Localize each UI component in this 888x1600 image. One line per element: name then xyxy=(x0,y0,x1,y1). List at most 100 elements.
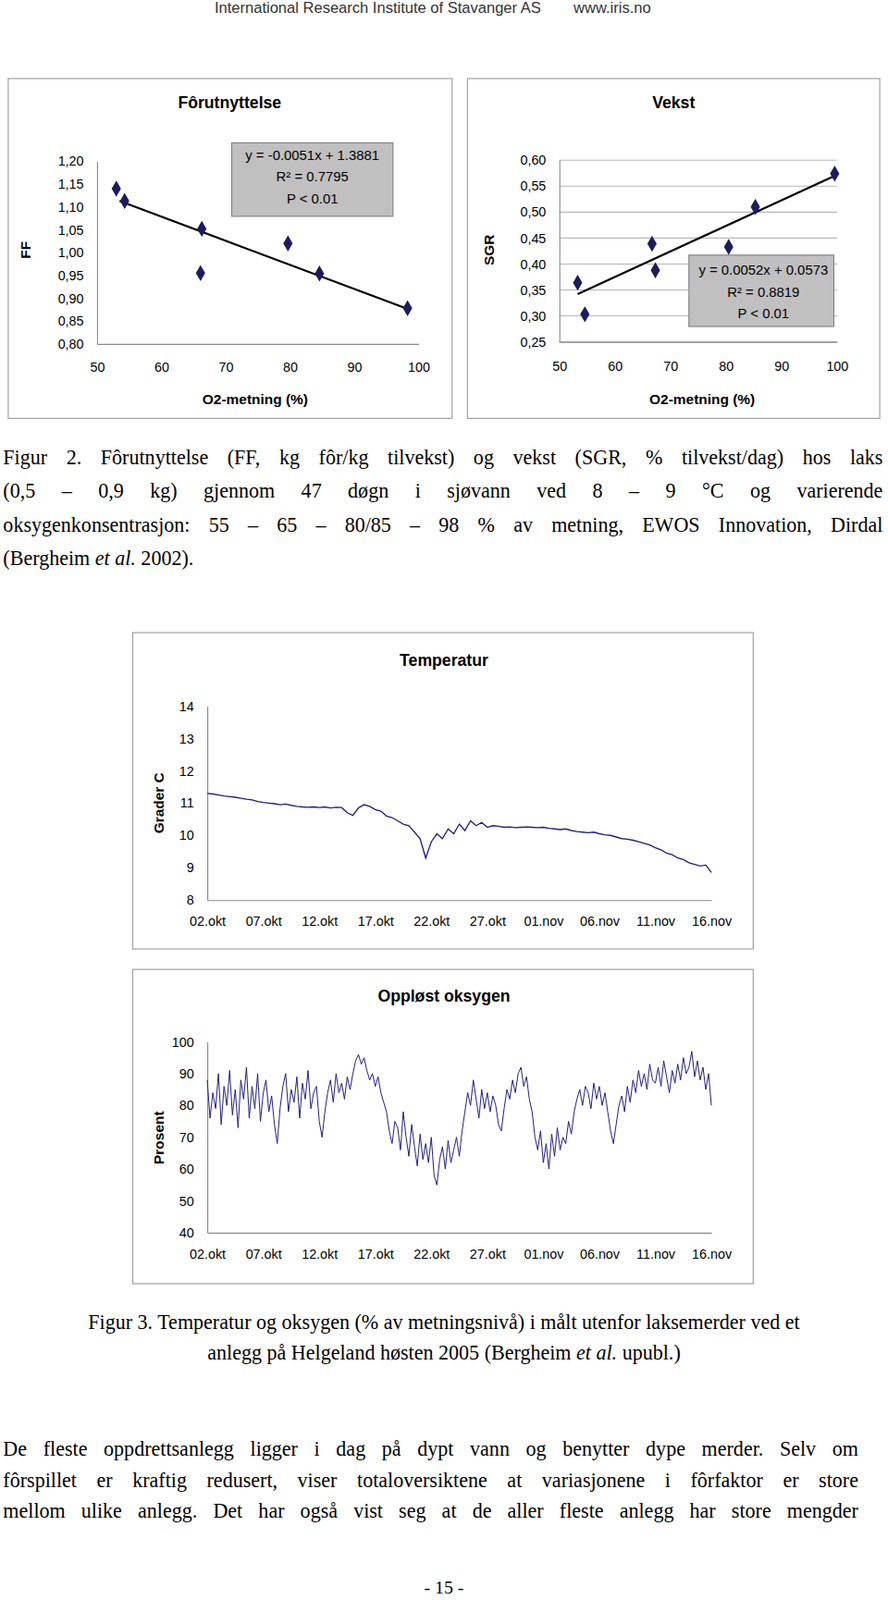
x-tick: 11.nov xyxy=(636,1233,677,1262)
data-point xyxy=(751,199,760,214)
text-line: (0,5 – 0,9 kg) gjennom 47 døgn i sjøvann… xyxy=(2,479,883,503)
y-tick-label: 0,85 xyxy=(58,313,85,329)
x-tick: 01.nov xyxy=(523,900,565,929)
caption: Figur 3. Temperatur og oksygen (% av met… xyxy=(87,1310,800,1365)
x-tick-label: 27.okt xyxy=(469,1246,506,1262)
text-segment: Figur 2. Fôrutnyttelse (FF, kg fôr/kg ti… xyxy=(2,445,883,469)
y-tick: 0,85 xyxy=(58,313,98,329)
y-tick-label: 1,10 xyxy=(58,199,85,215)
data-point xyxy=(580,307,590,321)
text-segment: et al. xyxy=(95,546,136,570)
grid-line xyxy=(559,160,838,161)
x-tick: 100 xyxy=(407,344,431,375)
y-tick: 80 xyxy=(179,1097,208,1113)
x-tick: 12.okt xyxy=(301,900,338,929)
x-tick: 70 xyxy=(663,342,679,374)
y-tick-label: 100 xyxy=(172,1035,195,1050)
data-point xyxy=(724,239,733,254)
chart-title: Oppløst oksygen xyxy=(377,986,510,1006)
data-point xyxy=(830,166,839,181)
y-tick-label: 8 xyxy=(186,892,195,908)
grid-line xyxy=(559,185,838,187)
x-axis: 5060708090100 xyxy=(89,344,430,375)
text-line: fôrspillet er kraftig redusert, viser to… xyxy=(2,1468,859,1493)
x-tick-label: 60 xyxy=(154,359,170,375)
y-tick-label: 13 xyxy=(179,731,195,747)
header-url: www.iris.no xyxy=(572,0,652,17)
x-tick-label: 01.nov xyxy=(523,913,565,929)
annotation: P < 0.01 xyxy=(286,191,339,207)
annotation: R² = 0.8819 xyxy=(727,284,800,300)
x-tick-label: 80 xyxy=(283,359,298,375)
text-line: Figur 2. Fôrutnyttelse (FF, kg fôr/kg ti… xyxy=(2,445,883,469)
y-tick-label: 0,30 xyxy=(519,308,546,324)
x-tick: 60 xyxy=(154,344,170,375)
data-line xyxy=(207,793,712,874)
y-tick: 14 xyxy=(179,699,208,715)
y-tick: 40 xyxy=(179,1225,208,1241)
y-tick: 8 xyxy=(186,892,208,908)
x-tick-label: 17.okt xyxy=(357,1246,395,1262)
y-axis: 405060708090100 xyxy=(172,1035,209,1241)
annotation: y = -0.0051x + 1.3881 xyxy=(245,148,380,163)
y-tick-label: 0,55 xyxy=(519,178,546,194)
y-tick-label: 0,50 xyxy=(519,204,546,220)
y-axis-line xyxy=(97,161,99,345)
data-point xyxy=(111,181,121,196)
text-line: (Bergheim et al. 2002). xyxy=(2,546,194,570)
text-line: mellom ulike anlegg. Det har også vist s… xyxy=(2,1499,859,1523)
chart: Fôrutnyttelse50607080901000,800,850,900,… xyxy=(8,78,453,419)
y-tick: 0,80 xyxy=(58,336,98,352)
x-tick: 02.okt xyxy=(189,900,226,929)
text-line: anlegg på Helgeland høsten 2005 (Berghei… xyxy=(207,1341,680,1365)
y-tick: 12 xyxy=(179,764,208,779)
y-tick: 1,20 xyxy=(58,153,98,169)
y-axis: 891011121314 xyxy=(179,699,209,909)
plot-marks xyxy=(207,1051,712,1185)
y-tick: 1,10 xyxy=(58,199,98,215)
text-line: De fleste oppdrettsanlegg ligger i dag p… xyxy=(2,1437,859,1461)
y-tick: 0,60 xyxy=(519,152,559,168)
x-tick-label: 60 xyxy=(607,358,623,374)
x-tick-label: 90 xyxy=(346,359,362,375)
annotation: R² = 0.7795 xyxy=(276,169,349,185)
x-tick: 12.okt xyxy=(301,1233,338,1262)
chart-frame xyxy=(8,78,453,419)
y-tick: 1,00 xyxy=(58,245,98,260)
body-text: De fleste oppdrettsanlegg ligger i dag p… xyxy=(2,1437,859,1522)
y-tick-label: 1,20 xyxy=(58,153,85,169)
page-number: - 15 - xyxy=(424,1577,465,1598)
y-tick: 90 xyxy=(179,1066,208,1082)
y-tick: 100 xyxy=(172,1035,208,1050)
x-axis-line xyxy=(97,344,420,346)
y-tick-label: 9 xyxy=(186,860,195,876)
text-segment: (0,5 – 0,9 kg) gjennom 47 døgn i sjøvann… xyxy=(2,479,883,503)
x-axis-line xyxy=(208,900,713,901)
y-axis: 0,250,300,350,400,450,500,550,60 xyxy=(519,152,560,349)
y-tick: 13 xyxy=(179,731,208,747)
y-axis-title: FF xyxy=(17,241,34,259)
y-tick: 0,45 xyxy=(519,231,559,247)
data-point xyxy=(648,236,657,251)
x-tick-label: 100 xyxy=(826,358,849,374)
x-tick-label: 50 xyxy=(89,359,105,375)
chart: Vekst50607080901000,250,300,350,400,450,… xyxy=(467,78,880,419)
text-segment: Figur 3. Temperatur og oksygen (% av met… xyxy=(87,1310,800,1334)
data-point xyxy=(573,275,582,290)
x-tick-label: 80 xyxy=(718,358,734,374)
y-tick: 0,90 xyxy=(58,291,98,307)
x-tick-label: 27.okt xyxy=(469,913,506,929)
x-tick: 22.okt xyxy=(413,1233,450,1262)
annotation-box xyxy=(232,142,394,216)
x-tick: 07.okt xyxy=(246,900,283,929)
grid xyxy=(559,160,838,342)
x-tick: 100 xyxy=(826,342,849,374)
x-axis: 02.okt07.okt12.okt17.okt22.okt27.okt01.n… xyxy=(189,900,733,929)
chart-title: Temperatur xyxy=(399,651,489,670)
x-tick-label: 02.okt xyxy=(189,913,226,929)
text-segment: upubl.) xyxy=(616,1341,681,1365)
chart-title: Fôrutnyttelse xyxy=(177,93,282,112)
x-tick: 50 xyxy=(552,342,568,374)
y-tick-label: 60 xyxy=(179,1161,195,1177)
text-line: oksygenkonsentrasjon: 55 – 65 – 80/85 – … xyxy=(2,513,883,537)
